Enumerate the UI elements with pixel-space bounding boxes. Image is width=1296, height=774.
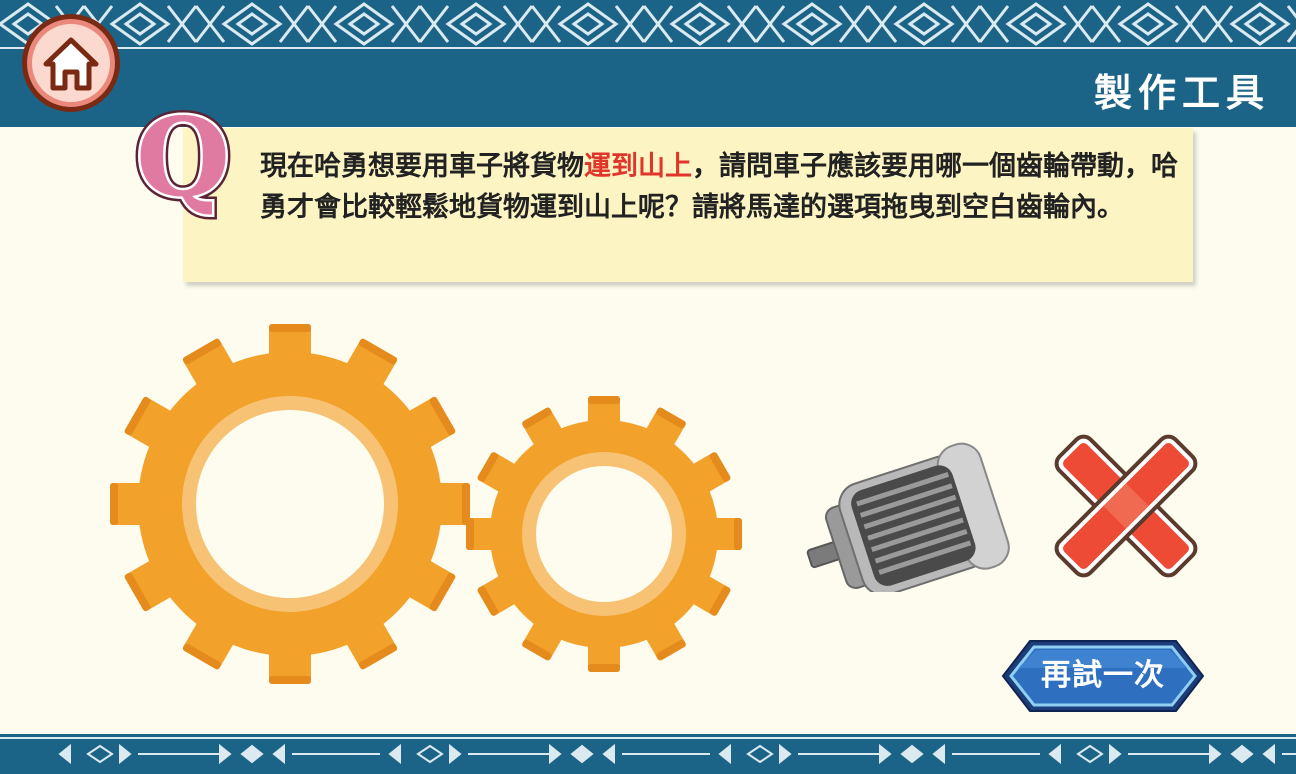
small-gear-tooth	[477, 452, 518, 493]
retry-button[interactable]: 再試一次	[1000, 638, 1206, 714]
large-gear-tooth	[182, 338, 235, 387]
large-gear-tooth	[124, 559, 173, 612]
small-gear-tooth	[588, 642, 620, 672]
large-gear-tooth	[269, 650, 311, 684]
banner-pattern	[0, 0, 1296, 49]
small-gear-tooth	[712, 518, 742, 550]
large-gear-tooth	[182, 621, 235, 670]
small-gear-tooth	[477, 575, 518, 616]
large-gear-tooth	[110, 483, 144, 525]
motor-icon[interactable]	[800, 432, 1020, 592]
retry-button-shape	[1001, 640, 1205, 712]
large-gear-tooth	[407, 559, 456, 612]
small-gear-tooth	[690, 452, 731, 493]
large-gear-tooth	[345, 338, 398, 387]
home-button-ring	[27, 19, 115, 107]
home-icon	[43, 37, 99, 91]
svg-text:Q: Q	[136, 100, 230, 220]
small-gear-tooth	[690, 575, 731, 616]
small-gear-tooth	[522, 620, 563, 661]
page-title: 製作工具	[1093, 71, 1270, 115]
top-banner: 製作工具	[0, 0, 1296, 127]
svg-text:Q: Q	[136, 100, 230, 220]
small-gear-slot[interactable]	[536, 466, 672, 602]
question-text: 現在哈勇想要用車子將貨物運到山上，請問車子應該要用哪一個齒輪帶動，哈勇才會比較輕…	[260, 146, 1180, 228]
retry-button-label: 再試一次	[1041, 658, 1165, 693]
large-gear-slot[interactable]	[196, 410, 384, 598]
home-button-face	[32, 24, 110, 102]
large-gear-tooth	[436, 483, 470, 525]
large-gear-tooth	[345, 621, 398, 670]
bottom-pattern	[0, 737, 1296, 765]
large-gear-tooth	[407, 396, 456, 449]
svg-text:Q: Q	[136, 100, 230, 220]
small-gear-tooth	[588, 396, 620, 426]
large-gear-tooth	[124, 396, 173, 449]
large-gear-tooth	[269, 324, 311, 358]
question-suffix: ，請問車子應該要用哪一個齒輪帶動，哈勇才會比較輕鬆地貨物運到山上呢？請將馬達的選…	[260, 151, 1178, 223]
home-button[interactable]	[22, 14, 120, 112]
bottom-banner	[0, 734, 1296, 774]
question-prefix: 現在哈勇想要用車子將貨物	[260, 151, 584, 182]
question-box	[183, 128, 1193, 282]
small-gear-tooth	[645, 407, 686, 448]
cross-icon	[1054, 434, 1198, 578]
small-gear-tooth	[466, 518, 496, 550]
small-gear	[466, 396, 742, 672]
q-letter-icon: Q Q Q	[131, 100, 235, 220]
small-gear-tooth	[645, 620, 686, 661]
large-gear	[110, 324, 470, 684]
question-highlight: 運到山上	[584, 151, 692, 182]
small-gear-tooth	[522, 407, 563, 448]
